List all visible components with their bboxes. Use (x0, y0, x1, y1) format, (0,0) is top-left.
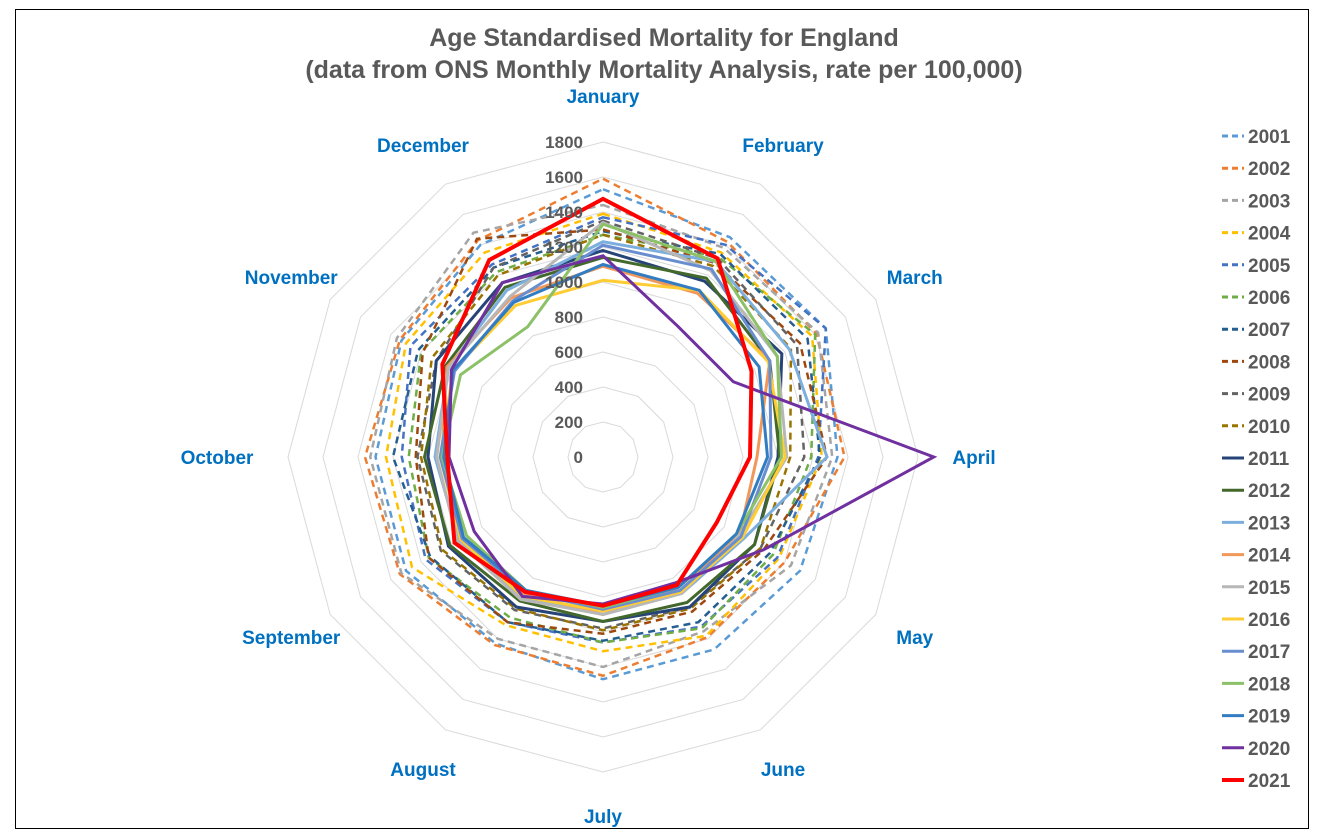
legend-item-2003: 2003 (1222, 191, 1290, 212)
series-line-2006 (407, 233, 817, 644)
legend-item-2014: 2014 (1222, 546, 1291, 567)
tick-label: 1800 (545, 133, 583, 152)
legend-item-2018: 2018 (1222, 674, 1290, 695)
series-line-2002 (363, 177, 846, 678)
tick-label: 1600 (545, 168, 583, 187)
category-label-march: March (887, 268, 943, 289)
legend-item-2011: 2011 (1222, 449, 1290, 470)
category-label-february: February (742, 136, 824, 157)
legend-item-2017: 2017 (1222, 642, 1290, 663)
legend-label: 2010 (1248, 417, 1290, 438)
legend-item-2013: 2013 (1222, 513, 1290, 534)
legend-label: 2013 (1248, 513, 1290, 534)
category-label-july: July (584, 807, 622, 828)
legend-item-2004: 2004 (1222, 224, 1291, 245)
category-label-june: June (761, 760, 805, 781)
legend-item-2020: 2020 (1222, 739, 1290, 760)
legend-item-2015: 2015 (1222, 578, 1291, 599)
legend-label: 2021 (1248, 771, 1291, 792)
legend-item-2016: 2016 (1222, 610, 1290, 631)
legend-item-2012: 2012 (1222, 481, 1290, 502)
series-line-2020 (447, 254, 938, 606)
legend-label: 2012 (1248, 481, 1290, 502)
legend-item-2001: 2001 (1222, 127, 1291, 148)
legend-label: 2011 (1248, 449, 1290, 470)
chart-subtitle: (data from ONS Monthly Mortality Analysi… (305, 56, 1023, 84)
tick-label: 1400 (545, 203, 583, 222)
legend-label: 2005 (1248, 256, 1291, 277)
category-label-november: November (245, 268, 339, 289)
tick-label: 200 (555, 413, 583, 432)
legend-item-2007: 2007 (1222, 320, 1290, 341)
legend-item-2005: 2005 (1222, 256, 1291, 277)
category-label-august: August (390, 760, 456, 781)
legend-label: 2016 (1248, 610, 1290, 631)
legend-label: 2008 (1248, 352, 1290, 373)
legend: 2001 2002 2003 2004 2005 2006 2007 2008 2009 2010… (1222, 127, 1291, 792)
legend-label: 2019 (1248, 707, 1290, 728)
category-label-december: December (377, 136, 469, 157)
legend-label: 2007 (1248, 320, 1290, 341)
category-label-january: January (567, 87, 640, 108)
tick-label: 1200 (545, 238, 583, 257)
legend-label: 2018 (1248, 674, 1290, 695)
legend-label: 2015 (1248, 578, 1291, 599)
category-label-september: September (242, 628, 341, 649)
tick-label: 600 (555, 343, 583, 362)
legend-label: 2002 (1248, 159, 1290, 180)
series-line-2003 (368, 203, 834, 669)
series-line-2021 (440, 196, 754, 608)
series-line-2005 (400, 215, 828, 644)
tick-label: 0 (574, 448, 583, 467)
category-label-october: October (181, 448, 254, 469)
tick-label: 1000 (545, 273, 583, 292)
legend-label: 2003 (1248, 191, 1290, 212)
legend-label: 2014 (1248, 546, 1291, 567)
legend-label: 2001 (1248, 127, 1291, 148)
grid-ring-1800 (287, 141, 919, 773)
radial-tick-labels: 0 200 400 600 800 1000 1200 1400 1600 1800 (545, 133, 583, 467)
legend-label: 2004 (1248, 224, 1291, 245)
legend-item-2002: 2002 (1222, 159, 1290, 180)
legend-item-2009: 2009 (1222, 385, 1290, 406)
grid-ring-600 (497, 351, 709, 563)
series-line-2008 (414, 228, 829, 636)
grid-ring-400 (532, 386, 674, 528)
tick-label: 800 (555, 308, 583, 327)
grid-ring-1600 (322, 176, 884, 738)
series-line-2010 (419, 233, 793, 632)
legend-label: 2020 (1248, 739, 1290, 760)
category-labels: January February March April May June July Augu… (181, 87, 996, 828)
grid-ring-800 (462, 316, 744, 598)
legend-label: 2006 (1248, 288, 1290, 309)
radar-grid (287, 141, 919, 773)
grid-ring-1400 (357, 211, 849, 703)
legend-label: 2017 (1248, 642, 1290, 663)
legend-item-2021: 2021 (1222, 771, 1291, 792)
chart-title: Age Standardised Mortality for England (429, 24, 899, 52)
legend-item-2006: 2006 (1222, 288, 1290, 309)
category-label-may: May (896, 628, 933, 649)
legend-label: 2009 (1248, 385, 1290, 406)
legend-item-2008: 2008 (1222, 352, 1290, 373)
grid-ring-200 (567, 421, 639, 493)
series-line-2007 (391, 229, 822, 643)
series-line-2004 (384, 212, 824, 653)
category-label-april: April (952, 448, 995, 469)
legend-item-2019: 2019 (1222, 707, 1290, 728)
legend-item-2010: 2010 (1222, 417, 1290, 438)
chart-frame (15, 9, 1309, 829)
tick-label: 400 (555, 378, 583, 397)
series-line-2017 (438, 243, 773, 611)
series-lines (363, 177, 938, 681)
